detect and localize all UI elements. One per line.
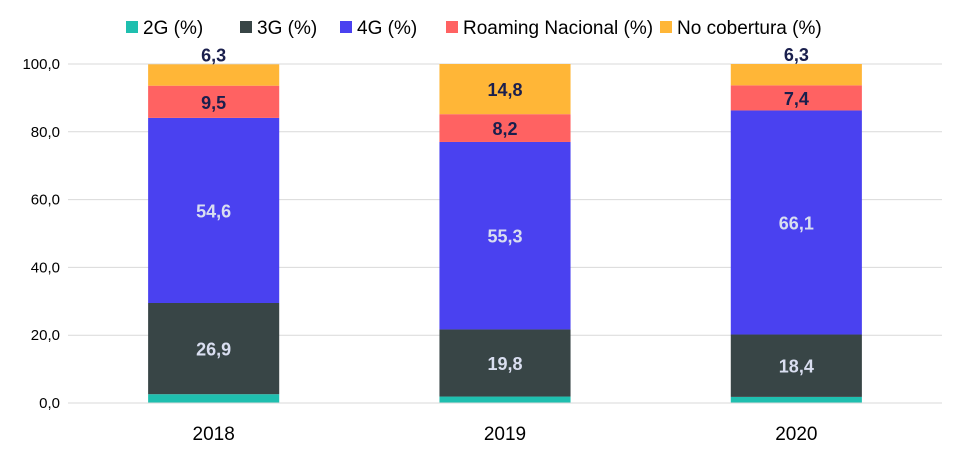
bar-segment-4g-2019 bbox=[439, 141, 571, 330]
data-label-no-cobertura-2019: 14,8 bbox=[487, 80, 522, 100]
data-label-3g-2020: 18,4 bbox=[779, 357, 814, 377]
data-label-roaming-nacional-2019: 8,2 bbox=[492, 119, 517, 139]
legend-swatch-3g bbox=[240, 21, 252, 33]
bar-segment-roaming-nacional-2018 bbox=[148, 85, 280, 118]
bar-segment-4g-2020 bbox=[730, 110, 862, 335]
legend-label-3g: 3G (%) bbox=[257, 18, 317, 39]
data-label-roaming-nacional-2018: 9,5 bbox=[201, 93, 226, 113]
data-label-4g-2020: 66,1 bbox=[779, 213, 814, 233]
data-label-roaming-nacional-2020: 7,4 bbox=[784, 89, 809, 109]
x-tick-label: 2018 bbox=[193, 424, 235, 445]
bar-segment-no-cobertura-2020 bbox=[730, 64, 862, 86]
bar-segment-no-cobertura-2019 bbox=[439, 64, 571, 115]
y-tick-label: 60,0 bbox=[31, 192, 60, 209]
x-tick-label: 2020 bbox=[775, 424, 817, 445]
data-label-4g-2018: 54,6 bbox=[196, 201, 231, 221]
data-label-no-cobertura-2018: 6,3 bbox=[201, 45, 226, 65]
y-tick-label: 0,0 bbox=[39, 395, 60, 412]
y-tick-label: 80,0 bbox=[31, 124, 60, 141]
bars: 2,626,954,69,56,31,919,855,38,214,81,818… bbox=[148, 45, 862, 403]
data-label-4g-2019: 55,3 bbox=[487, 227, 522, 247]
legend-label-4g: 4G (%) bbox=[357, 18, 417, 39]
legend-swatch-no-cobertura bbox=[660, 21, 672, 33]
y-tick-label: 40,0 bbox=[31, 259, 60, 276]
y-tick-label: 20,0 bbox=[31, 327, 60, 344]
data-label-3g-2018: 26,9 bbox=[196, 340, 231, 360]
data-label-no-cobertura-2020: 6,3 bbox=[784, 45, 809, 65]
bar-segment-2g-2020 bbox=[730, 396, 862, 403]
legend-swatch-2g bbox=[126, 21, 138, 33]
y-axis: 0,0 20,0 40,0 60,0 80,0 100,0 bbox=[22, 56, 60, 412]
x-tick-label: 2019 bbox=[484, 424, 526, 445]
bar-segment-4g-2018 bbox=[148, 117, 280, 303]
bar-segment-roaming-nacional-2020 bbox=[730, 85, 862, 111]
legend: 2G (%) 3G (%) 4G (%) Roaming Nacional (%) No… bbox=[126, 18, 822, 39]
bar-segment-3g-2020 bbox=[730, 334, 862, 397]
bar-segment-no-cobertura-2018 bbox=[148, 64, 280, 86]
legend-label-no-cobertura: No cobertura (%) bbox=[677, 18, 822, 39]
legend-swatch-4g bbox=[340, 21, 352, 33]
legend-swatch-roaming-nacional bbox=[446, 21, 458, 33]
bar-segment-roaming-nacional-2019 bbox=[439, 114, 571, 142]
bar-segment-2g-2018 bbox=[148, 394, 280, 403]
bar-segment-3g-2018 bbox=[148, 302, 280, 395]
legend-label-2g: 2G (%) bbox=[143, 18, 203, 39]
legend-label-roaming-nacional: Roaming Nacional (%) bbox=[463, 18, 653, 39]
data-label-3g-2019: 19,8 bbox=[487, 354, 522, 374]
x-axis: 2018 2019 2020 bbox=[68, 402, 942, 445]
bar-segment-2g-2019 bbox=[439, 396, 571, 403]
y-tick-label: 100,0 bbox=[22, 56, 60, 73]
bar-segment-3g-2019 bbox=[439, 329, 571, 397]
